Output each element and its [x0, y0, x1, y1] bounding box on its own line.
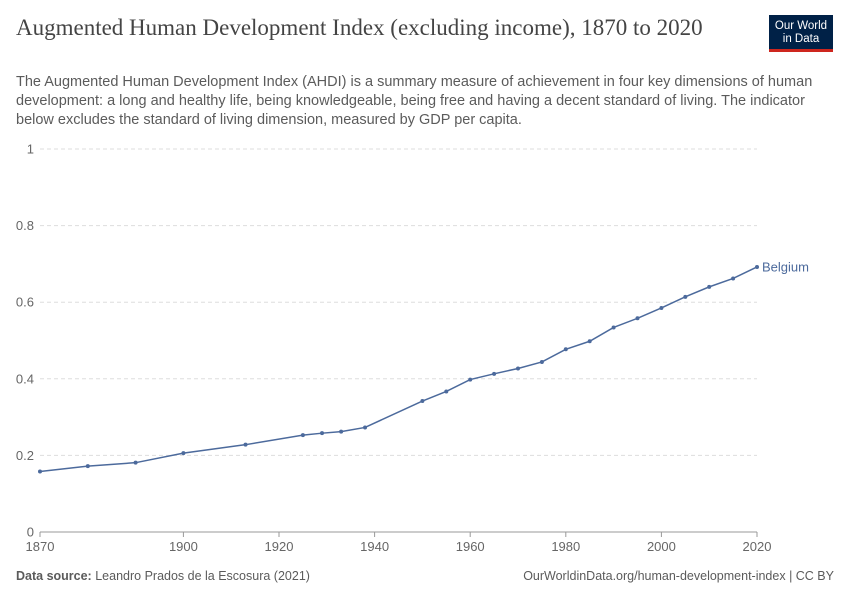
data-point[interactable]: [339, 429, 344, 434]
gridlines: [40, 148, 757, 533]
x-tick-label: 1940: [360, 539, 389, 554]
data-point[interactable]: [363, 425, 368, 430]
data-point[interactable]: [243, 442, 248, 447]
data-point[interactable]: [468, 377, 473, 382]
series-layer: Belgium: [38, 259, 809, 474]
data-point[interactable]: [492, 371, 497, 376]
data-point[interactable]: [755, 264, 759, 269]
data-point[interactable]: [420, 399, 425, 404]
data-point[interactable]: [539, 359, 544, 364]
x-tick-label: 1920: [265, 539, 294, 554]
y-tick-label: 0.6: [16, 295, 34, 310]
y-axis: 0 0.2 0.4 0.6 0.8 1: [16, 142, 34, 540]
y-tick-label: 0.8: [16, 218, 34, 233]
data-point[interactable]: [731, 276, 736, 281]
y-tick-label: 0.4: [16, 371, 34, 386]
data-point[interactable]: [181, 451, 186, 456]
y-tick-label: 1: [27, 142, 34, 157]
data-point[interactable]: [563, 347, 568, 352]
series-line-belgium[interactable]: [39, 266, 758, 473]
data-point[interactable]: [444, 389, 449, 394]
logo-line-1: Our World: [774, 20, 828, 32]
data-point[interactable]: [683, 294, 688, 299]
x-tick-label: 1900: [169, 539, 198, 554]
data-point[interactable]: [300, 433, 305, 438]
chart-subtitle: The Augmented Human Development Index (A…: [16, 74, 813, 128]
data-point[interactable]: [38, 469, 42, 474]
data-point[interactable]: [659, 305, 664, 310]
data-point[interactable]: [133, 460, 138, 465]
series-label[interactable]: Belgium: [762, 259, 809, 274]
y-tick-label: 0.2: [16, 448, 34, 463]
footer-source: Data source: Leandro Prados de la Escosu…: [16, 569, 310, 583]
data-point[interactable]: [707, 284, 712, 289]
logo-line-2: in Data: [782, 33, 820, 45]
data-point[interactable]: [516, 366, 520, 371]
x-axis: 1870 1900 1920 1940 1960 1980 2000 2020: [26, 532, 772, 554]
data-point[interactable]: [85, 464, 90, 469]
x-tick-label: 1960: [456, 539, 485, 554]
owid-logo[interactable]: Our World in Data: [769, 15, 833, 52]
x-tick-label: 1870: [26, 539, 55, 554]
chart-title: Augmented Human Development Index (exclu…: [16, 15, 703, 40]
y-tick-label: 0: [27, 525, 34, 540]
x-tick-label: 2020: [743, 539, 772, 554]
data-point[interactable]: [320, 431, 325, 436]
source-label: Data source:: [16, 569, 92, 583]
source-text[interactable]: Leandro Prados de la Escosura (2021): [95, 569, 310, 583]
x-tick-label: 2000: [647, 539, 676, 554]
data-point[interactable]: [587, 339, 592, 344]
x-tick-label: 1980: [551, 539, 580, 554]
data-point[interactable]: [635, 316, 640, 321]
footer-credit[interactable]: OurWorldinData.org/human-development-ind…: [523, 569, 834, 583]
data-point[interactable]: [611, 325, 616, 330]
